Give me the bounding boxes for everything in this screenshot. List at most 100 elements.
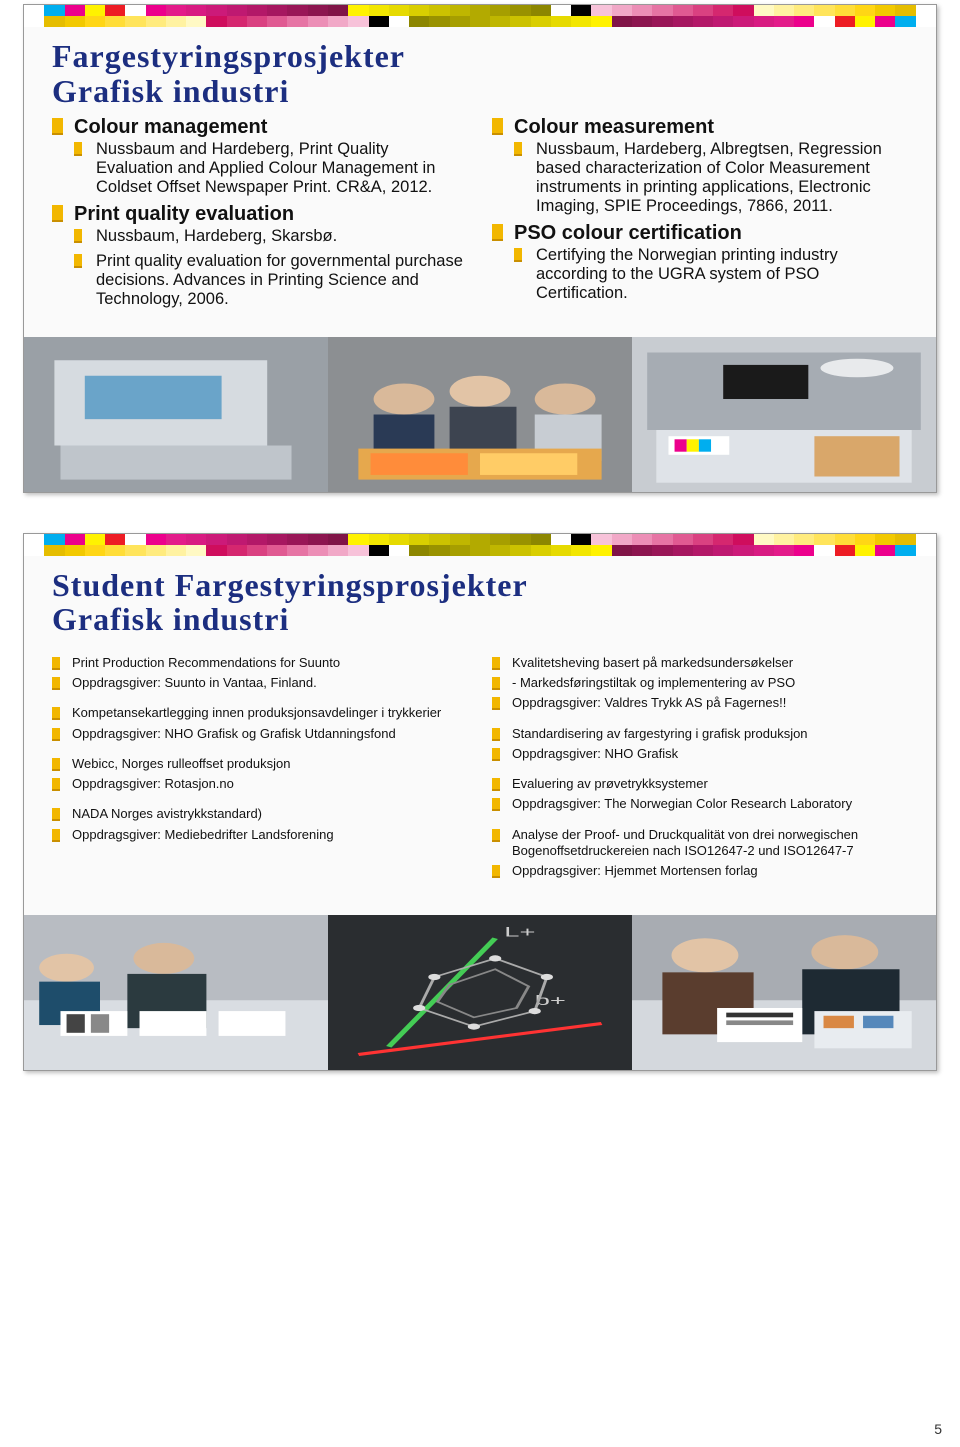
- colorbar-cell: [895, 5, 915, 16]
- colorbar-cell: [673, 545, 693, 556]
- colorbar-cell: [591, 545, 611, 556]
- colorbar-cell: [875, 16, 895, 27]
- colorbar-cell: [632, 5, 652, 16]
- colorbar-cell: [490, 534, 510, 545]
- photo-student-review: [24, 915, 328, 1070]
- photo-color-diagram: L+ b+: [328, 915, 632, 1070]
- colorbar-cell: [713, 5, 733, 16]
- colorbar-cell: [591, 5, 611, 16]
- colorbar-cell: [835, 534, 855, 545]
- colorbar-cell: [510, 534, 530, 545]
- colorbar-cell: [227, 5, 247, 16]
- colorbar-cell: [247, 5, 267, 16]
- list-item: Webicc, Norges rulleoffset produksjon: [52, 756, 468, 772]
- colorbar-cell: [754, 5, 774, 16]
- colorbar-cell: [125, 5, 145, 16]
- colorbar-cell: [855, 16, 875, 27]
- list-item: Nussbaum and Hardeberg, Print Quality Ev…: [52, 140, 468, 197]
- colorbar-cell: [591, 16, 611, 27]
- list-item: Oppdragsgiver: Hjemmet Mortensen forlag: [492, 863, 908, 879]
- colorbar-cell: [510, 16, 530, 27]
- colorbar-cell: [591, 534, 611, 545]
- list-item: Analyse der Proof- und Druckqualität von…: [492, 827, 908, 860]
- colorbar-cell: [328, 534, 348, 545]
- right-column: Colour measurementNussbaum, Hardeberg, A…: [492, 116, 908, 315]
- section-heading: Colour measurement: [492, 116, 908, 138]
- title-line-1: Student Fargestyringsprosjekter: [52, 567, 528, 603]
- colorbar-cell: [571, 16, 591, 27]
- colorbar-cell: [612, 545, 632, 556]
- colorbar-cell: [551, 16, 571, 27]
- colorbar-cell: [774, 534, 794, 545]
- colorbar-cell: [227, 16, 247, 27]
- colorbar-cell: [227, 534, 247, 545]
- colorbar-cell: [612, 16, 632, 27]
- colorbar-cell: [895, 16, 915, 27]
- colorbar-cell: [551, 534, 571, 545]
- colorbar-cell: [450, 5, 470, 16]
- colorbar-cell: [389, 545, 409, 556]
- colorbar-cell: [125, 534, 145, 545]
- colorbar-cell: [450, 16, 470, 27]
- colorbar-cell: [632, 545, 652, 556]
- colorbar-cell: [308, 545, 328, 556]
- list-item: Oppdragsgiver: Rotasjon.no: [52, 776, 468, 792]
- colorbar-cell: [125, 545, 145, 556]
- list-item: Standardisering av fargestyring i grafis…: [492, 726, 908, 742]
- colorbar-cell: [409, 545, 429, 556]
- colorbar-cell: [450, 545, 470, 556]
- colorbar-cell: [267, 5, 287, 16]
- colorbar-cell: [531, 545, 551, 556]
- colorbar-cell: [490, 16, 510, 27]
- colorbar-cell: [470, 16, 490, 27]
- colorbar-cell: [65, 16, 85, 27]
- colorbar-cell: [206, 545, 226, 556]
- colorbar-cell: [186, 545, 206, 556]
- colorbar-cell: [490, 545, 510, 556]
- colorbar-cell: [308, 5, 328, 16]
- colorbar-cell: [713, 16, 733, 27]
- colorbar-cell: [895, 545, 915, 556]
- colorbar-cell: [835, 16, 855, 27]
- colorbar-cell: [369, 545, 389, 556]
- colorbar-cell: [166, 5, 186, 16]
- colorbar-cell: [369, 534, 389, 545]
- colorbar-cell: [328, 5, 348, 16]
- colorbar-cell: [673, 16, 693, 27]
- colorbar-cell: [287, 534, 307, 545]
- colorbar-cell: [754, 534, 774, 545]
- colorbar-cell: [551, 5, 571, 16]
- right-column: Kvalitetsheving basert på markedsundersø…: [492, 655, 908, 894]
- colorbar-cell: [348, 5, 368, 16]
- colorbar-cell: [652, 534, 672, 545]
- colorbar-cell: [389, 534, 409, 545]
- colorbar-cell: [470, 5, 490, 16]
- colorbar-cell: [713, 534, 733, 545]
- colorbar-cell: [85, 16, 105, 27]
- colorbar-cell: [409, 5, 429, 16]
- colorbar-cell: [754, 16, 774, 27]
- color-calibration-bar: [24, 534, 936, 556]
- colorbar-cell: [754, 545, 774, 556]
- photo-lab-equipment: [24, 337, 328, 492]
- colorbar-cell: [247, 545, 267, 556]
- colorbar-cell: [186, 534, 206, 545]
- section-heading: Colour management: [52, 116, 468, 138]
- colorbar-cell: [673, 5, 693, 16]
- colorbar-cell: [146, 545, 166, 556]
- list-item: Print Production Recommendations for Suu…: [52, 655, 468, 671]
- colorbar-cell: [774, 16, 794, 27]
- slide-title: Fargestyringsprosjekter Grafisk industri: [52, 39, 908, 108]
- colorbar-cell: [267, 545, 287, 556]
- colorbar-cell: [348, 545, 368, 556]
- colorbar-cell: [774, 5, 794, 16]
- photo-strip: L+ b+: [24, 915, 936, 1070]
- colorbar-cell: [105, 16, 125, 27]
- colorbar-cell: [693, 534, 713, 545]
- list-item: Print quality evaluation for governmenta…: [52, 252, 468, 309]
- colorbar-cell: [895, 534, 915, 545]
- svg-text:L+: L+: [504, 924, 535, 940]
- colorbar-cell: [85, 545, 105, 556]
- colorbar-cell: [733, 534, 753, 545]
- colorbar-cell: [551, 545, 571, 556]
